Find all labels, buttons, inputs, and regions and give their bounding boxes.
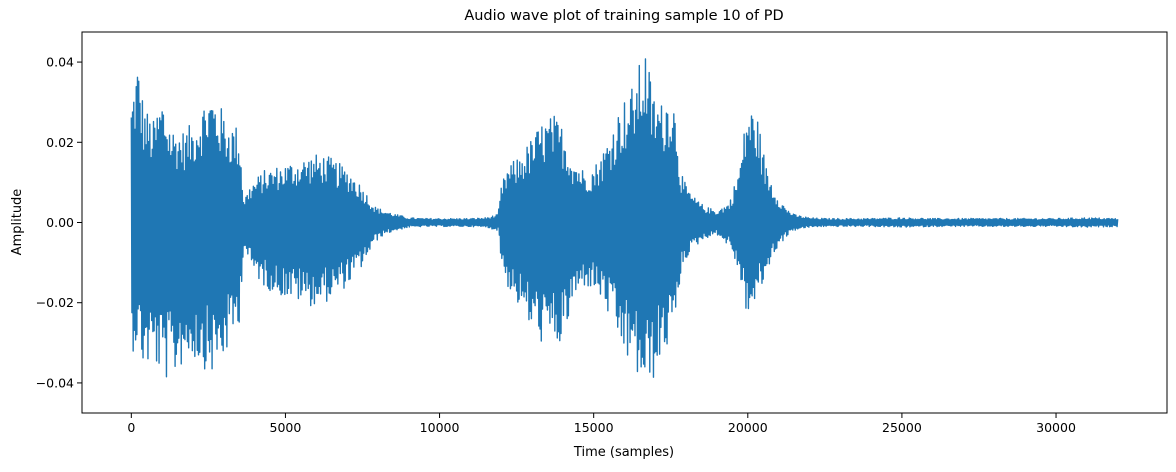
waveform-series-line — [130, 58, 1119, 378]
x-axis-ticks: 0 5000 10000 15000 20000 25000 30000 — [127, 413, 1076, 435]
y-tick-label: −0.02 — [36, 295, 74, 310]
x-tick-label: 10000 — [420, 420, 460, 435]
y-axis-ticks: −0.04 −0.02 0.00 0.02 0.04 — [36, 55, 82, 390]
x-tick-label: 25000 — [882, 420, 922, 435]
x-axis-label: Time (samples) — [573, 445, 674, 460]
y-tick-label: 0.04 — [46, 55, 74, 70]
y-tick-label: 0.00 — [46, 215, 74, 230]
x-tick-label: 20000 — [728, 420, 768, 435]
x-tick-label: 5000 — [270, 420, 302, 435]
y-axis-label: Amplitude — [10, 189, 25, 256]
x-tick-label: 0 — [127, 420, 135, 435]
chart-title: Audio wave plot of training sample 10 of… — [464, 8, 783, 24]
plot-area — [130, 58, 1119, 378]
y-tick-label: 0.02 — [46, 135, 74, 150]
x-tick-label: 30000 — [1036, 420, 1076, 435]
y-tick-label: −0.04 — [36, 375, 74, 390]
x-tick-label: 15000 — [574, 420, 614, 435]
